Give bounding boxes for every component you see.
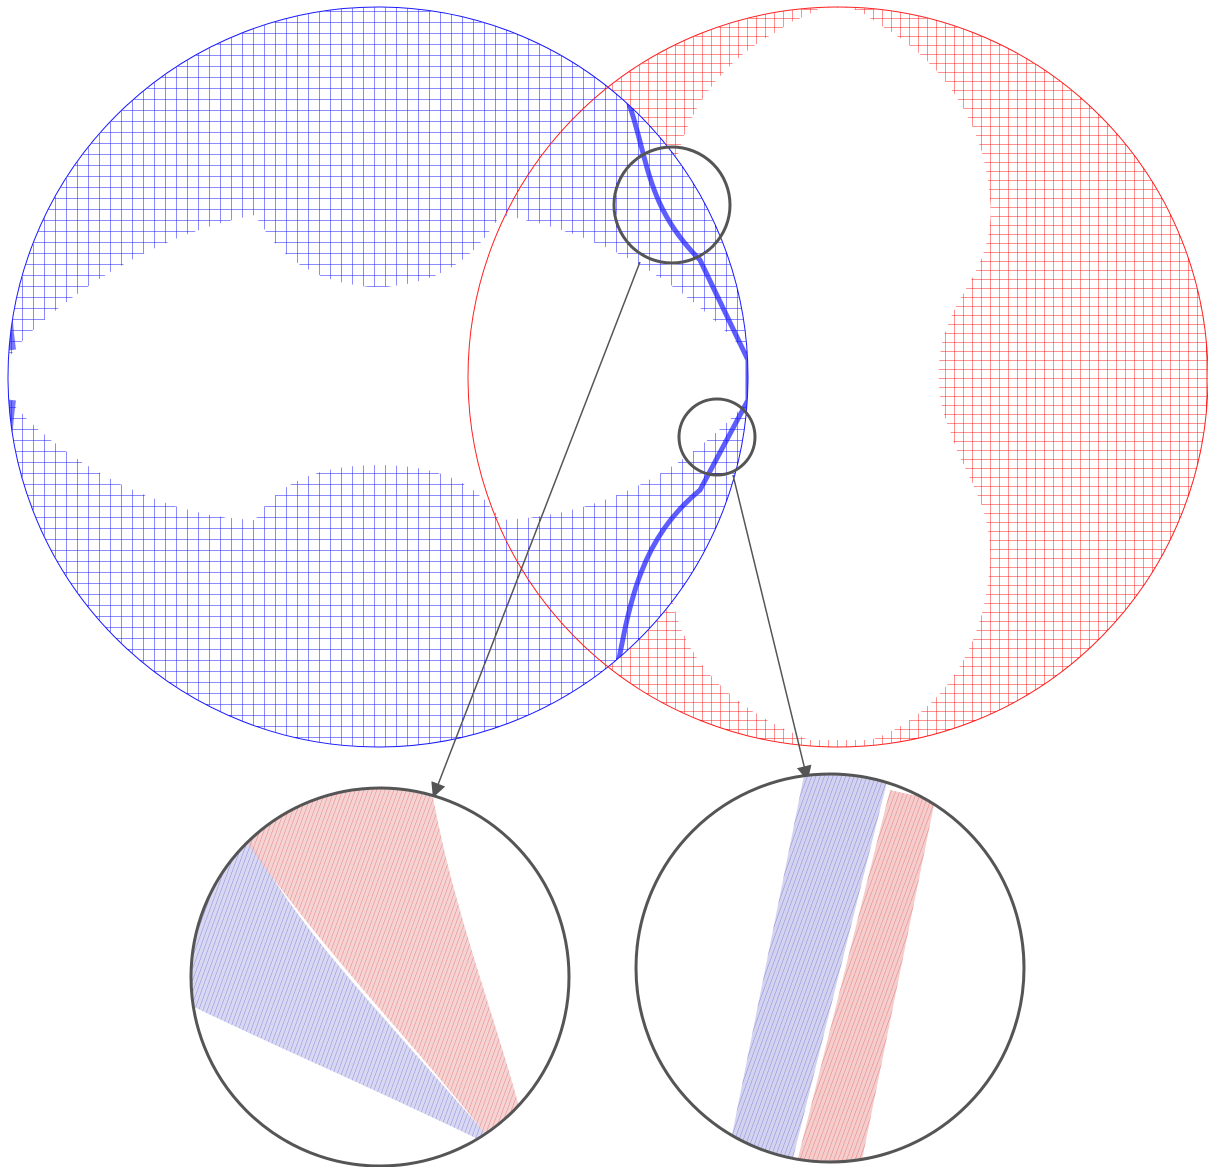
zoom-view [191,788,569,1166]
red-cutout [669,8,991,740]
highlight-circle [677,397,757,477]
zoom-arrow [431,261,641,798]
blue-boundary [7,6,749,748]
zoom-circle [189,786,571,1167]
blue-cutout [8,215,748,520]
blue-mesh [8,7,748,747]
zoom-circle [634,772,1026,1164]
blue-dense-edge [612,79,748,681]
zoom-view [636,774,1024,1162]
red-boundary [467,6,1208,748]
zoom-arrow [732,474,812,781]
highlight-circle [612,145,732,265]
